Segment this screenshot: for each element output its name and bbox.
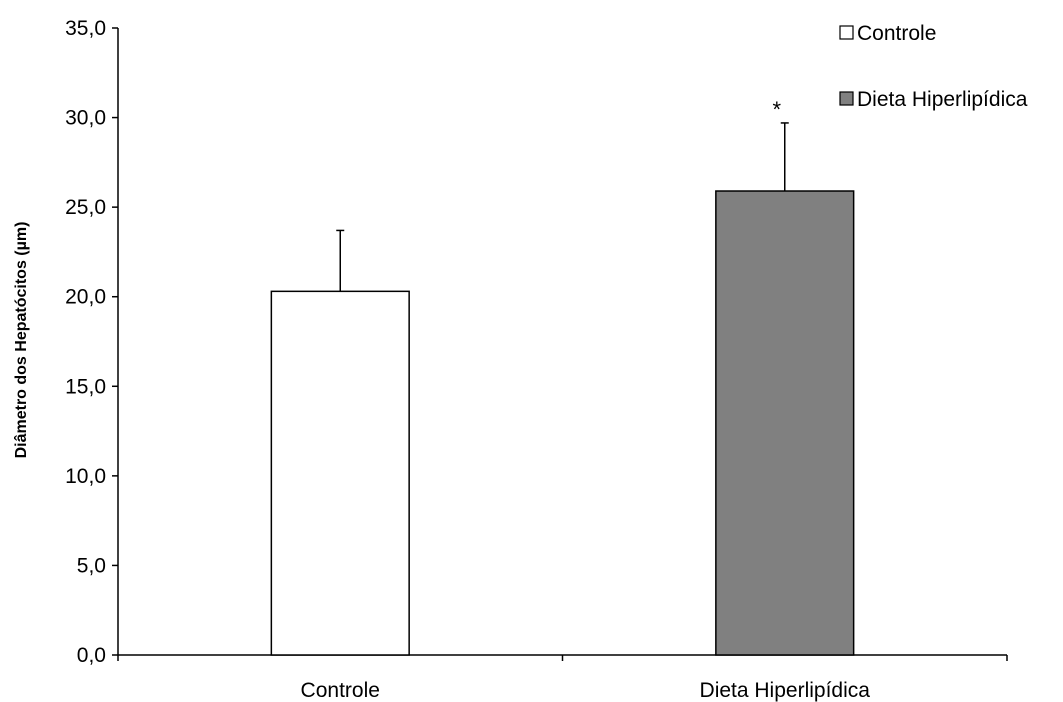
bar [715, 190, 855, 656]
legend-label: Dieta Hiperlipídica [857, 88, 1028, 111]
legend-entry: Controle [839, 22, 936, 45]
error-bar [780, 122, 789, 192]
y-tick-label: 5,0 [77, 554, 106, 577]
bar [270, 290, 410, 656]
x-ticks: Controle Dieta Hiperlipídica [117, 655, 1008, 702]
legend-entry: Dieta Hiperlipídica [839, 88, 1028, 111]
legend: Controle Dieta Hiperlipídica [839, 22, 1028, 111]
y-tick-label: 15,0 [65, 375, 106, 398]
y-tick-label: 0,0 [77, 644, 106, 667]
bars: * [270, 97, 855, 656]
y-tick-label: 20,0 [65, 286, 106, 309]
x-category-label: Dieta Hiperlipídica [700, 679, 871, 702]
y-axis: 0,0 5,0 10,0 15,0 20,0 25,0 30,0 35,0 [65, 17, 119, 667]
significance-marker: * [772, 97, 781, 122]
legend-swatch [839, 25, 854, 40]
legend-swatch [839, 91, 854, 106]
x-axis: Controle Dieta Hiperlipídica [117, 654, 1008, 702]
legend-label: Controle [857, 22, 936, 45]
y-axis-label: Diâmetro dos Hepatócitos (µm) [13, 222, 30, 459]
x-category-label: Controle [301, 679, 380, 702]
y-tick-label: 35,0 [65, 17, 106, 40]
y-tick-label: 25,0 [65, 196, 106, 219]
y-ticks: 0,0 5,0 10,0 15,0 20,0 25,0 30,0 35,0 [65, 17, 118, 667]
y-tick-label: 30,0 [65, 107, 106, 130]
y-tick-label: 10,0 [65, 465, 106, 488]
error-bar [336, 229, 345, 292]
